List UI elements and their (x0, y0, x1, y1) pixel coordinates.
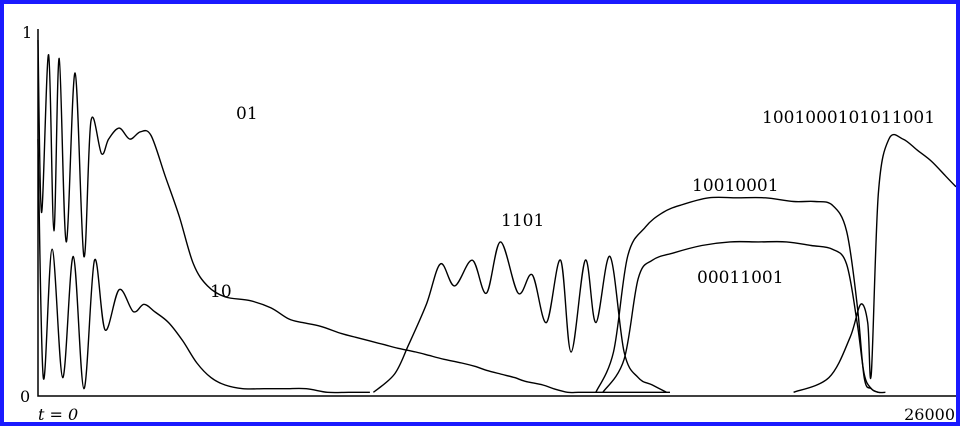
series-line-00011001 (602, 240, 879, 393)
series-line-1101 (372, 241, 667, 393)
x-tick-end: 26000 (904, 405, 955, 422)
series-label-10: 10 (210, 282, 232, 302)
y-tick-bottom: 0 (20, 387, 30, 406)
series-label-1101: 1101 (501, 211, 544, 231)
chart-canvas: 1 0 t = 0 26000 01 10 1101 10010001 0001… (20, 23, 956, 422)
axes (37, 29, 956, 397)
x-tick-start: t = 0 (38, 405, 78, 422)
series-layer (37, 39, 956, 394)
series-label-01: 01 (236, 104, 258, 124)
y-tick-top: 1 (22, 23, 32, 42)
series-label-layer: 01 10 1101 10010001 00011001 10010001010… (210, 104, 935, 302)
series-line-10010001 (595, 196, 886, 394)
axis-lines (37, 29, 956, 397)
tick-labels: 1 0 t = 0 26000 (20, 23, 955, 422)
series-label-10010001: 10010001 (692, 176, 779, 196)
series-label-1001000101011001: 1001000101011001 (762, 108, 935, 128)
series-label-00011001: 00011001 (697, 268, 784, 288)
series-line-1001000101011001 (793, 133, 956, 393)
series-line-10 (37, 139, 370, 394)
series-line-01 (37, 39, 670, 394)
